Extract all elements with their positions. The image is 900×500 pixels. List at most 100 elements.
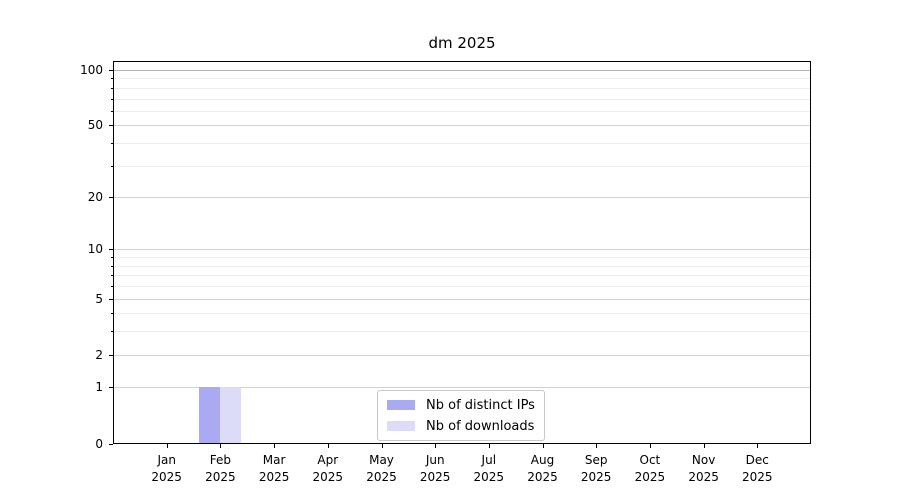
gridline-major bbox=[114, 298, 810, 300]
gridline-minor bbox=[114, 110, 810, 112]
x-tick-year: 2025 bbox=[258, 469, 290, 484]
x-tick-year: 2025 bbox=[366, 469, 397, 484]
x-tick bbox=[757, 443, 759, 448]
x-tick-month: Sep bbox=[584, 452, 608, 467]
x-tick bbox=[649, 443, 651, 448]
y-tick bbox=[109, 354, 113, 356]
y-tick-label: 5 bbox=[95, 291, 103, 306]
x-tick-year: 2025 bbox=[419, 469, 451, 484]
x-tick-label: May 2025 bbox=[352, 452, 412, 486]
x-tick bbox=[327, 443, 329, 448]
x-tick-month: Jan bbox=[157, 452, 176, 467]
gridline-minor bbox=[114, 286, 810, 287]
x-tick-label: Feb 2025 bbox=[190, 452, 250, 486]
y-tick-label: 1 bbox=[95, 380, 103, 395]
x-tick-label: Apr 2025 bbox=[298, 452, 358, 486]
y-minor-tick bbox=[111, 165, 113, 167]
x-tick bbox=[166, 443, 168, 448]
y-tick bbox=[109, 298, 113, 300]
x-tick bbox=[274, 443, 276, 448]
x-tick-label: Jul 2025 bbox=[459, 452, 519, 486]
x-tick bbox=[596, 443, 598, 448]
x-tick-year: 2025 bbox=[151, 469, 182, 484]
x-tick bbox=[703, 443, 705, 448]
x-tick-month: Jun bbox=[425, 452, 445, 467]
gridline-major bbox=[114, 125, 810, 127]
x-tick-year: 2025 bbox=[688, 469, 719, 484]
x-tick-year: 2025 bbox=[580, 469, 612, 484]
bar-nb-of-distinct-ips bbox=[199, 387, 221, 444]
chart-title: dm 2025 bbox=[428, 34, 496, 52]
y-tick bbox=[109, 125, 113, 127]
gridline-minor bbox=[114, 165, 810, 167]
y-tick bbox=[109, 70, 113, 71]
y-tick-label: 2 bbox=[95, 347, 103, 362]
legend-label: Nb of downloads bbox=[426, 418, 535, 434]
y-minor-tick bbox=[111, 313, 113, 315]
x-tick-month: Dec bbox=[745, 452, 769, 467]
x-tick-month: Oct bbox=[639, 452, 661, 467]
gridline-major bbox=[114, 354, 810, 356]
x-tick bbox=[220, 443, 222, 448]
x-tick-year: 2025 bbox=[527, 469, 558, 484]
legend-label: Nb of distinct IPs bbox=[426, 397, 535, 413]
y-minor-tick bbox=[111, 87, 113, 89]
x-tick-year: 2025 bbox=[205, 469, 236, 484]
x-tick-label: Jan 2025 bbox=[137, 452, 197, 486]
x-tick-year: 2025 bbox=[473, 469, 505, 484]
legend: Nb of distinct IPs Nb of downloads bbox=[377, 390, 545, 441]
y-tick-label: 20 bbox=[87, 190, 103, 205]
x-tick-month: Aug bbox=[530, 452, 555, 467]
gridline-major bbox=[114, 387, 810, 389]
x-tick-label: Dec 2025 bbox=[727, 452, 787, 486]
x-tick-label: Jun 2025 bbox=[405, 452, 465, 486]
gridline-major bbox=[114, 70, 810, 71]
x-tick bbox=[435, 443, 437, 448]
x-tick-month: Jul bbox=[481, 452, 497, 467]
gridline-major bbox=[114, 197, 810, 199]
gridline-minor bbox=[114, 78, 810, 80]
x-tick-month: May bbox=[369, 452, 394, 467]
y-tick-label: 100 bbox=[80, 63, 103, 77]
x-tick-year: 2025 bbox=[634, 469, 666, 484]
x-tick-month: Feb bbox=[209, 452, 232, 467]
gridline-minor bbox=[114, 98, 810, 100]
x-tick-label: Aug 2025 bbox=[513, 452, 573, 486]
gridline-minor bbox=[114, 257, 810, 259]
x-tick-label: Oct 2025 bbox=[620, 452, 680, 486]
y-minor-tick bbox=[111, 110, 113, 112]
x-tick bbox=[488, 443, 490, 448]
gridline-minor bbox=[114, 143, 810, 144]
gridline-minor bbox=[114, 331, 810, 333]
legend-swatch-icon bbox=[387, 421, 415, 431]
plot-frame bbox=[113, 61, 811, 444]
y-minor-tick bbox=[111, 143, 113, 144]
y-tick bbox=[109, 249, 113, 251]
y-tick bbox=[109, 443, 113, 445]
x-tick-month: Mar bbox=[262, 452, 286, 467]
x-tick bbox=[542, 443, 544, 448]
y-minor-tick bbox=[111, 286, 113, 287]
gridline-minor bbox=[114, 265, 810, 267]
y-tick-label: 50 bbox=[87, 118, 103, 133]
x-tick-month: Nov bbox=[691, 452, 716, 467]
x-tick-label: Mar 2025 bbox=[244, 452, 304, 486]
gridline-minor bbox=[114, 87, 810, 89]
y-minor-tick bbox=[111, 257, 113, 259]
gridline-minor bbox=[114, 275, 810, 277]
x-tick-label: Nov 2025 bbox=[674, 452, 734, 486]
x-tick-label: Sep 2025 bbox=[566, 452, 626, 486]
x-tick-month: Apr bbox=[317, 452, 339, 467]
y-minor-tick bbox=[111, 275, 113, 277]
y-minor-tick bbox=[111, 265, 113, 267]
y-minor-tick bbox=[111, 98, 113, 100]
x-tick bbox=[381, 443, 383, 448]
y-minor-tick bbox=[111, 78, 113, 80]
legend-entry: Nb of downloads bbox=[387, 417, 535, 435]
legend-entry: Nb of distinct IPs bbox=[387, 396, 535, 414]
x-tick-year: 2025 bbox=[742, 469, 773, 484]
legend-swatch-icon bbox=[387, 400, 415, 410]
y-tick bbox=[109, 197, 113, 199]
y-tick-label: 10 bbox=[87, 242, 103, 257]
